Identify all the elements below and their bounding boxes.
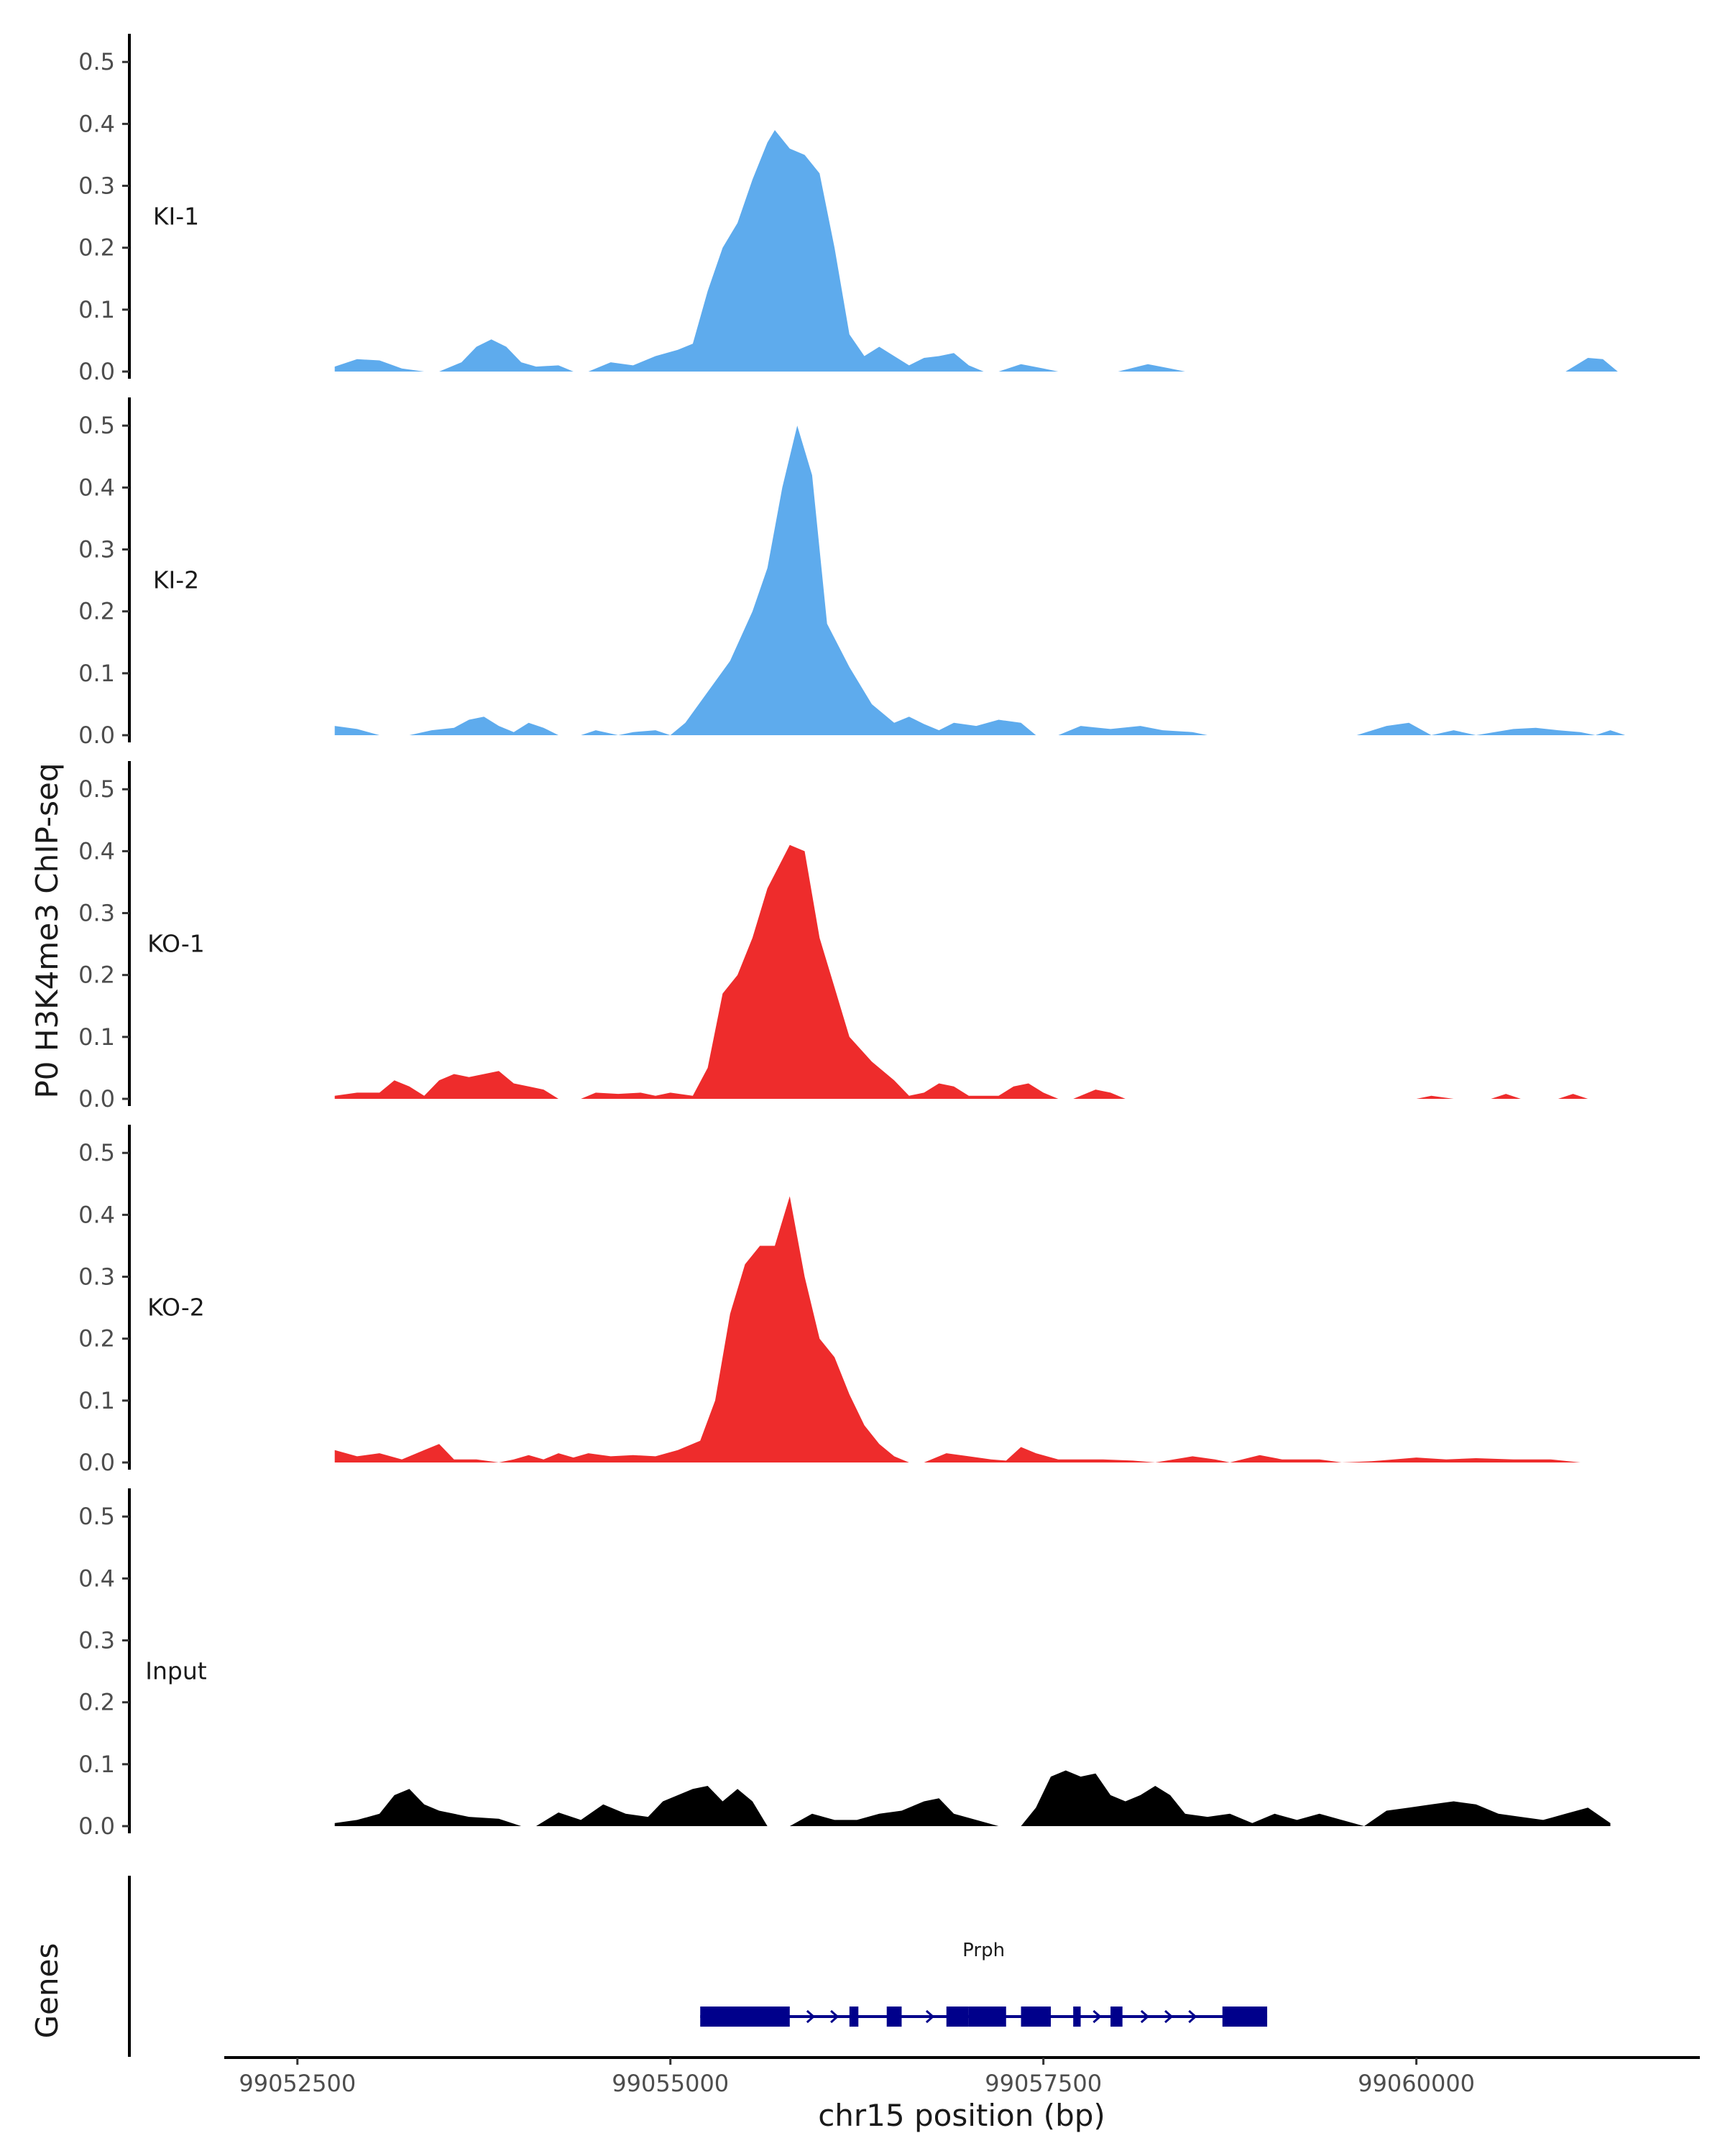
y-tick-label: 0.1 xyxy=(78,660,115,687)
track-ki-1: 0.0 0.1 0.2 0.3 0.4 0.5 KI-1 xyxy=(78,34,1618,385)
y-tick-label: 0.1 xyxy=(78,1023,115,1051)
x-axis-title: chr15 position (bp) xyxy=(818,2098,1105,2133)
coverage-area xyxy=(334,130,1618,372)
y-tick-label: 0.2 xyxy=(78,598,115,625)
y-tick-label: 0.1 xyxy=(78,1751,115,1778)
track-ko-2: 0.0 0.1 0.2 0.3 0.4 0.5 KO-2 xyxy=(78,1125,1581,1476)
x-axis: 99052500 99055000 99057500 99060000 xyxy=(224,2056,1700,2097)
track-label: KI-1 xyxy=(153,203,199,231)
track-label: KO-1 xyxy=(147,930,205,958)
y-tick-label: 0.5 xyxy=(78,1503,115,1530)
y-tick-label: 0.4 xyxy=(78,474,115,501)
gene-exon xyxy=(1222,2007,1268,2027)
y-tick-label: 0.5 xyxy=(78,412,115,439)
y-tick-label: 0.0 xyxy=(78,722,115,749)
track-input: 0.0 0.1 0.2 0.3 0.4 0.5 Input xyxy=(78,1488,1611,1840)
y-tick-label: 0.4 xyxy=(78,1565,115,1592)
genes-axis-title: Genes xyxy=(29,1943,65,2039)
y-tick-label: 0.2 xyxy=(78,1689,115,1716)
gene-exon xyxy=(1021,2007,1052,2027)
strand-arrow xyxy=(830,2009,840,2024)
y-tick-label: 0.0 xyxy=(78,1812,115,1840)
y-tick-label: 0.2 xyxy=(78,1325,115,1353)
y-tick-label: 0.2 xyxy=(78,962,115,989)
x-tick-label: 99060000 xyxy=(1358,2070,1475,2097)
track-label: Input xyxy=(145,1657,207,1685)
coverage-area xyxy=(334,1196,1581,1462)
y-tick-label: 0.3 xyxy=(78,536,115,563)
coverage-area xyxy=(334,1770,1611,1826)
gene-name-label: Prph xyxy=(962,1940,1005,1961)
y-tick-label: 0.3 xyxy=(78,1263,115,1291)
gene-exon xyxy=(968,2007,1006,2027)
y-tick-label: 0.3 xyxy=(78,1627,115,1654)
y-axis-title: P0 H3K4me3 ChIP-seq xyxy=(29,763,65,1098)
track-label: KI-2 xyxy=(153,566,199,594)
y-tick-label: 0.5 xyxy=(78,1139,115,1166)
y-tick-label: 0.0 xyxy=(78,358,115,385)
gene-exon xyxy=(700,2007,790,2027)
y-tick-label: 0.3 xyxy=(78,172,115,200)
y-tick-label: 0.4 xyxy=(78,110,115,137)
gene-exon xyxy=(886,2007,902,2027)
x-tick-label: 99057500 xyxy=(985,2070,1102,2097)
y-tick-label: 0.5 xyxy=(78,775,115,803)
track-label: KO-2 xyxy=(147,1294,205,1322)
y-tick-label: 0.5 xyxy=(78,48,115,75)
gene-exon xyxy=(1073,2007,1081,2027)
coverage-area xyxy=(334,844,1618,1099)
y-tick-label: 0.0 xyxy=(78,1449,115,1476)
strand-arrow xyxy=(806,2009,816,2024)
gene-exon xyxy=(1110,2007,1123,2027)
y-tick-label: 0.1 xyxy=(78,296,115,323)
y-tick-label: 0.2 xyxy=(78,234,115,262)
gene-exon xyxy=(849,2007,859,2027)
y-tick-label: 0.3 xyxy=(78,900,115,927)
x-tick-label: 99052500 xyxy=(239,2070,356,2097)
y-tick-label: 0.4 xyxy=(78,1201,115,1228)
coverage-area xyxy=(334,425,1626,735)
strand-arrow xyxy=(1188,2009,1197,2024)
tracks-layer: 0.0 0.1 0.2 0.3 0.4 0.5 KI-1 0.0 0.1 0.2 0.3 0.4 0.5… xyxy=(78,34,1626,1840)
strand-arrow xyxy=(925,2009,935,2024)
gene-exon xyxy=(946,2007,969,2027)
strand-arrow xyxy=(1140,2009,1150,2024)
strand-arrow xyxy=(1092,2009,1102,2024)
x-tick-label: 99055000 xyxy=(612,2070,729,2097)
y-tick-label: 0.4 xyxy=(78,837,115,865)
y-tick-label: 0.1 xyxy=(78,1387,115,1414)
track-ki-2: 0.0 0.1 0.2 0.3 0.4 0.5 KI-2 xyxy=(78,397,1626,749)
track-ko-1: 0.0 0.1 0.2 0.3 0.4 0.5 KO-1 xyxy=(78,761,1618,1112)
gene-track: Prph xyxy=(128,1876,1268,2057)
strand-arrow xyxy=(1164,2009,1174,2024)
y-tick-label: 0.0 xyxy=(78,1085,115,1112)
